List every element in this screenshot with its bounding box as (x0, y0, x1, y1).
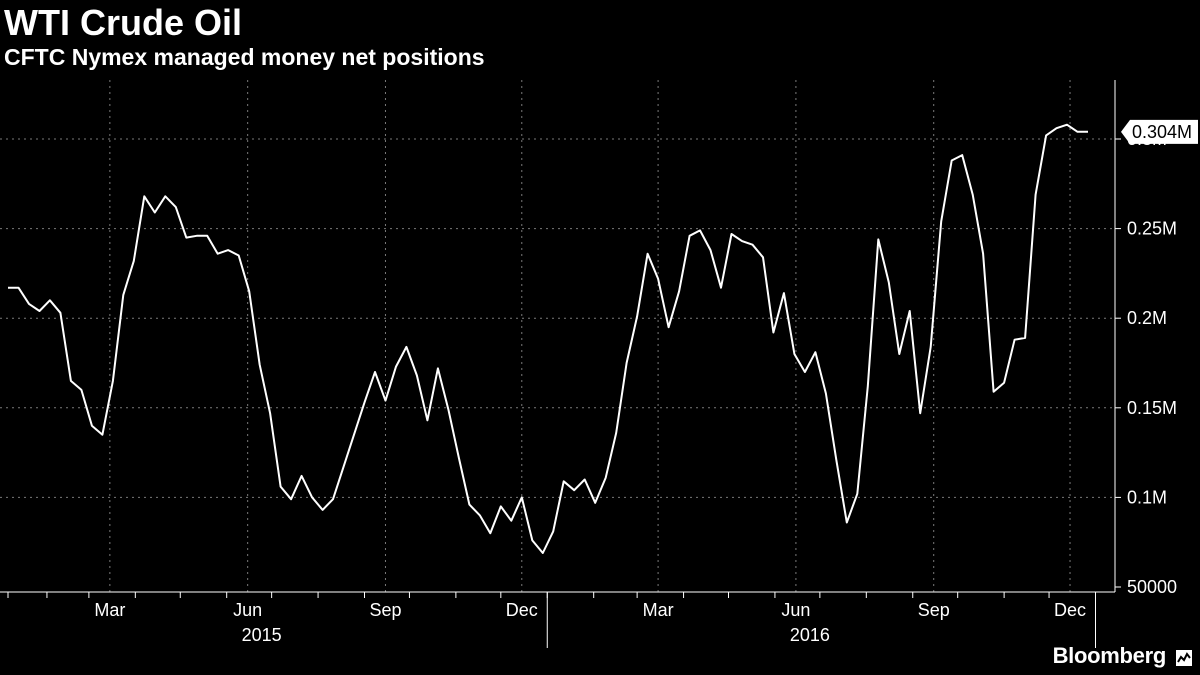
y-tick-label: 0.1M (1127, 487, 1167, 507)
x-tick-label: Mar (94, 600, 125, 620)
x-tick-label: Mar (643, 600, 674, 620)
y-tick-label: 0.15M (1127, 398, 1177, 418)
x-tick-label: Dec (506, 600, 538, 620)
x-tick-label: Sep (918, 600, 950, 620)
x-tick-label: Dec (1054, 600, 1086, 620)
bloomberg-logo: Bloomberg (1052, 643, 1167, 668)
chart-series (8, 123, 1088, 554)
chart-grid (0, 80, 1115, 592)
chart-labels: 0.304M (1121, 119, 1198, 144)
chart-icon (1176, 650, 1192, 666)
y-tick-label: 0.2M (1127, 308, 1167, 328)
year-label: 2015 (242, 625, 282, 645)
page-subtitle: CFTC Nymex managed money net positions (4, 44, 485, 70)
y-tick-label: 50000 (1127, 577, 1177, 597)
y-tick-label: 0.25M (1127, 219, 1177, 239)
last-value-label: 0.304M (1132, 122, 1192, 142)
series-line (8, 123, 1088, 554)
year-label: 2016 (790, 625, 830, 645)
x-tick-label: Jun (233, 600, 262, 620)
chart-axes: 500000.1M0.15M0.2M0.25M0.3MMarJunSepDecM… (0, 80, 1177, 648)
last-value-flag (1121, 119, 1198, 144)
x-tick-label: Jun (781, 600, 810, 620)
x-tick-label: Sep (369, 600, 401, 620)
page-title: WTI Crude Oil (4, 2, 242, 43)
